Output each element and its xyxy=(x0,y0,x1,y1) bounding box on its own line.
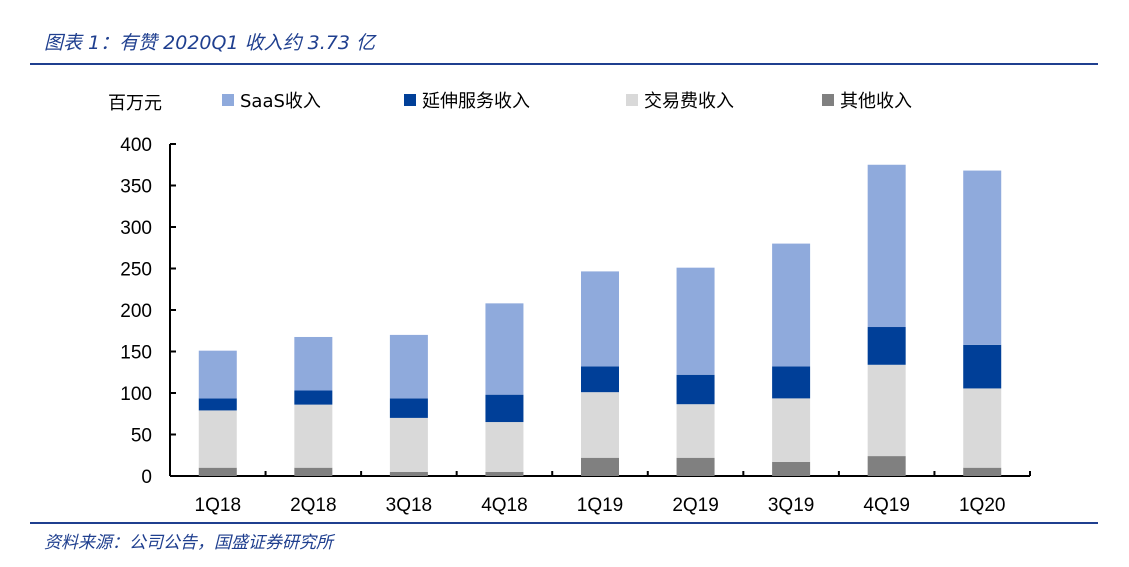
x-tick-label: 3Q18 xyxy=(386,495,432,516)
x-tick-label: 1Q20 xyxy=(959,495,1005,516)
bar-1Q19-其他收入 xyxy=(581,457,619,476)
y-tick-label: 350 xyxy=(120,177,152,198)
legend-swatch xyxy=(404,94,416,106)
bar-1Q19-延伸服务收入 xyxy=(581,366,619,393)
bar-1Q18-SaaS收入 xyxy=(198,350,237,399)
x-tick-label: 2Q19 xyxy=(672,495,718,516)
chart-title: 图表 1：有赞 2020Q1 收入约 3.73 亿 xyxy=(44,32,375,54)
bar-2Q19-SaaS收入 xyxy=(676,267,715,375)
bar-1Q20-其他收入 xyxy=(963,467,1002,476)
bar-1Q18-其他收入 xyxy=(198,467,237,476)
bar-3Q18-其他收入 xyxy=(389,471,428,476)
y-tick-label: 0 xyxy=(141,467,152,488)
bar-3Q19-SaaS收入 xyxy=(772,243,811,367)
bar-2Q19-延伸服务收入 xyxy=(676,374,715,405)
bar-3Q18-延伸服务收入 xyxy=(389,398,428,418)
legend-swatch xyxy=(222,94,234,106)
bar-2Q18-SaaS收入 xyxy=(294,336,333,391)
x-tick-label: 1Q18 xyxy=(195,495,241,516)
y-tick-label: 100 xyxy=(120,384,152,405)
bar-4Q18-其他收入 xyxy=(485,471,524,476)
bar-2Q18-延伸服务收入 xyxy=(294,390,333,405)
x-tick-label: 4Q19 xyxy=(863,495,909,516)
bar-3Q18-交易费收入 xyxy=(389,417,428,472)
x-tick-label: 3Q19 xyxy=(768,495,814,516)
bar-1Q19-交易费收入 xyxy=(581,392,619,458)
bar-3Q19-其他收入 xyxy=(772,461,811,476)
legend-label: SaaS收入 xyxy=(240,91,321,112)
footer-divider xyxy=(30,522,1098,524)
title-divider xyxy=(30,63,1098,65)
legend-label: 其他收入 xyxy=(840,91,912,112)
bar-3Q18-SaaS收入 xyxy=(389,334,428,399)
x-tick-label: 2Q18 xyxy=(290,495,336,516)
bar-3Q19-交易费收入 xyxy=(772,398,811,462)
legend-label: 交易费收入 xyxy=(644,91,734,112)
bar-2Q19-其他收入 xyxy=(676,457,715,476)
legend-swatch xyxy=(626,94,638,106)
bar-1Q20-SaaS收入 xyxy=(963,170,1002,345)
bar-2Q18-交易费收入 xyxy=(294,404,333,468)
bar-2Q18-其他收入 xyxy=(294,467,333,476)
y-tick-label: 200 xyxy=(120,301,152,322)
bar-1Q19-SaaS收入 xyxy=(581,271,619,367)
bar-4Q18-延伸服务收入 xyxy=(485,394,524,423)
y-tick-label: 50 xyxy=(131,426,152,447)
x-tick-label: 4Q18 xyxy=(481,495,527,516)
bar-2Q19-交易费收入 xyxy=(676,404,715,458)
bar-4Q19-SaaS收入 xyxy=(867,164,906,328)
y-tick-label: 150 xyxy=(120,343,152,364)
legend-label: 延伸服务收入 xyxy=(422,91,530,112)
source-note: 资料来源：公司公告，国盛证券研究所 xyxy=(44,533,333,553)
bar-1Q20-交易费收入 xyxy=(963,388,1002,468)
bar-4Q18-交易费收入 xyxy=(485,422,524,472)
bar-1Q20-延伸服务收入 xyxy=(963,344,1002,389)
bar-3Q19-延伸服务收入 xyxy=(772,366,811,399)
y-tick-label: 300 xyxy=(120,218,152,239)
bar-4Q19-其他收入 xyxy=(867,456,906,476)
y-tick-label: 250 xyxy=(120,260,152,281)
legend-swatch xyxy=(822,94,834,106)
bar-1Q18-交易费收入 xyxy=(198,410,237,468)
bar-4Q19-交易费收入 xyxy=(867,364,906,457)
y-tick-label: 400 xyxy=(120,135,152,156)
bar-4Q18-SaaS收入 xyxy=(485,303,524,395)
bar-1Q18-延伸服务收入 xyxy=(198,398,237,411)
x-tick-label: 1Q19 xyxy=(577,495,623,516)
y-axis-label: 百万元 xyxy=(108,93,162,114)
bar-4Q19-延伸服务收入 xyxy=(867,327,906,365)
